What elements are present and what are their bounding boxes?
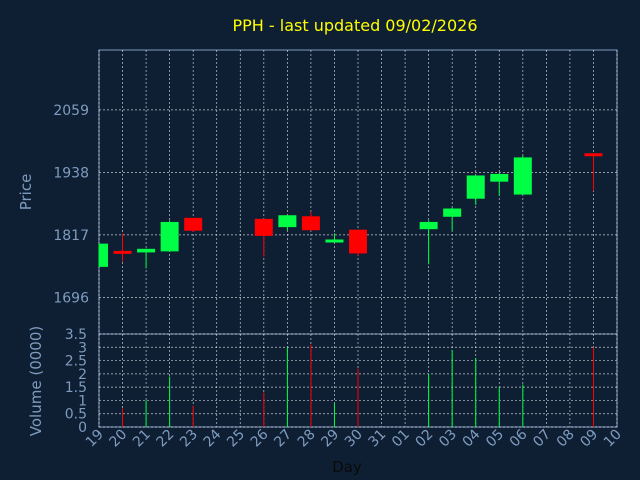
volume-tick-label: 1: [78, 393, 87, 409]
x-tick-label: 07: [530, 427, 554, 451]
candle-body: [419, 221, 438, 230]
x-tick-label: 04: [460, 426, 484, 450]
candle-body: [254, 218, 273, 236]
x-tick-label: 10: [601, 427, 625, 451]
volume-axis-label: Volume (0000): [27, 326, 45, 436]
x-tick-label: 05: [483, 427, 507, 451]
volume-tick-label: 2.5: [65, 354, 87, 370]
candle-body: [184, 217, 203, 231]
x-tick-label: 21: [130, 427, 154, 451]
x-tick-label: 29: [318, 427, 342, 451]
candle-body: [325, 239, 344, 243]
volume-tick-label: 0.5: [65, 407, 87, 423]
x-tick-label: 09: [577, 427, 601, 451]
volume-tick-label: 3: [78, 340, 87, 356]
x-tick-label: 26: [248, 426, 272, 450]
x-tick-label: 27: [271, 427, 295, 451]
x-tick-label: 25: [224, 427, 248, 451]
candle-body: [301, 216, 320, 231]
x-tick-label: 23: [177, 427, 201, 451]
chart-title: PPH - last updated 09/02/2026: [232, 16, 477, 35]
price-tick-label: 1696: [53, 290, 89, 306]
x-axis-label: Day: [332, 458, 362, 476]
volume-tick-label: 0: [78, 420, 87, 436]
candle-body: [137, 248, 156, 253]
candle-body: [160, 221, 179, 252]
x-tick-label: 20: [106, 427, 130, 451]
x-tick-label: 08: [554, 427, 578, 451]
candle-body: [99, 243, 108, 267]
volume-tick-label: 1.5: [65, 380, 87, 396]
x-tick-label: 02: [413, 427, 437, 451]
volume-tick-label: 3.5: [65, 327, 87, 343]
candle-body: [349, 229, 367, 254]
candle-body: [278, 215, 297, 228]
candle-body: [443, 208, 462, 217]
price-tick-label: 1938: [53, 165, 89, 181]
x-tick-label: 30: [342, 427, 366, 451]
candle-body: [466, 175, 485, 199]
price-axis-label: Price: [17, 174, 35, 211]
x-tick-label: 28: [295, 427, 319, 451]
candle-body: [113, 250, 132, 254]
volume-tick-label: 2: [78, 367, 87, 383]
x-tick-label: 01: [389, 427, 413, 451]
x-tick-label: 31: [365, 427, 389, 451]
x-tick-label: 03: [436, 427, 460, 451]
x-tick-label: 06: [507, 426, 531, 450]
candle-body: [513, 157, 532, 195]
price-tick-label: 2059: [53, 103, 89, 119]
candle-body: [490, 173, 509, 182]
x-tick-label: 22: [154, 427, 178, 451]
price-tick-label: 1817: [53, 228, 89, 244]
candle-body: [584, 153, 603, 157]
x-tick-label: 24: [201, 426, 225, 450]
